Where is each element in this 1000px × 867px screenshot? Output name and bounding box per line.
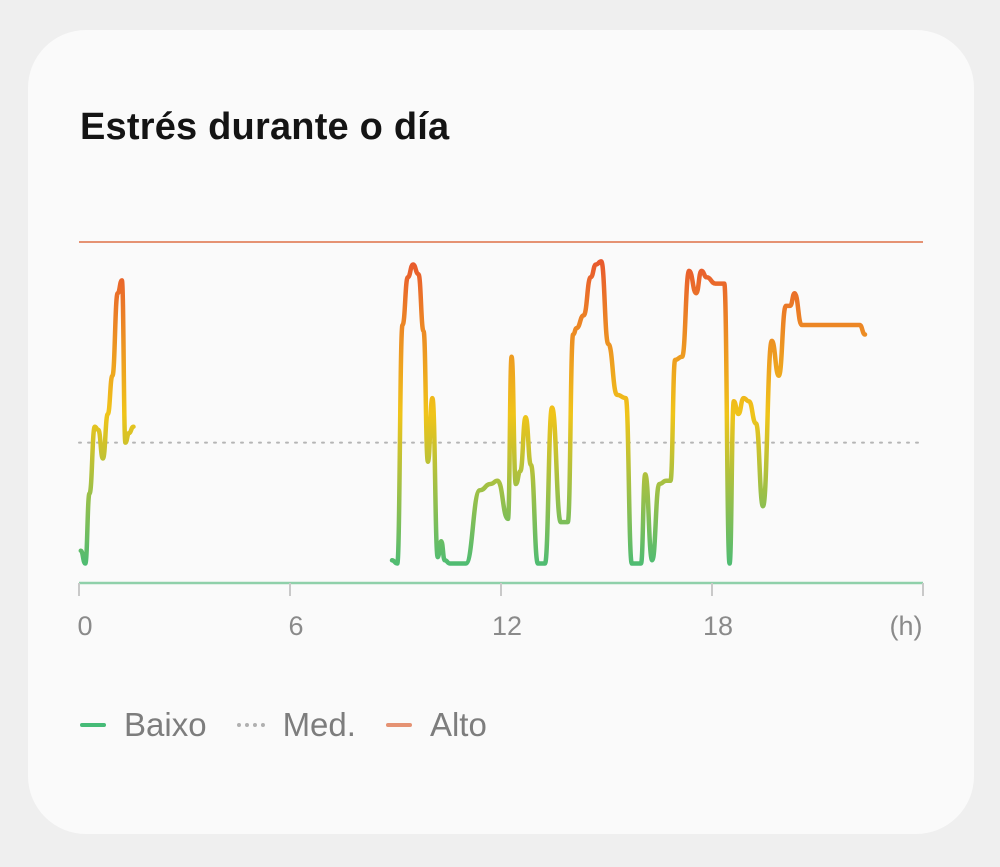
card-title: Estrés durante o día [80, 106, 450, 148]
legend-swatch-med [236, 723, 265, 727]
x-tick-label: 6 [288, 611, 303, 641]
x-tick-label: 12 [492, 611, 522, 641]
stress-series [78, 259, 868, 566]
x-axis-ticks: 0 6 12 18 (h) [77, 583, 924, 641]
legend-label-med: Med. [282, 706, 356, 743]
stress-line-segment-1 [78, 278, 136, 566]
stress-card [28, 30, 974, 834]
stress-line-segment-2 [389, 259, 868, 566]
x-tick-label: 0 [77, 611, 92, 641]
legend-item-high: Alto [385, 706, 487, 744]
legend: Baixo Med. Alto [80, 700, 517, 750]
legend-item-med: Med. [236, 706, 356, 744]
legend-swatch-high [385, 723, 412, 727]
legend-label-low: Baixo [124, 706, 207, 743]
x-tick-label: 18 [703, 611, 733, 641]
legend-swatch-low [80, 723, 106, 727]
legend-item-low: Baixo [80, 706, 207, 744]
x-axis-unit: (h) [890, 611, 923, 641]
legend-label-high: Alto [429, 706, 487, 743]
